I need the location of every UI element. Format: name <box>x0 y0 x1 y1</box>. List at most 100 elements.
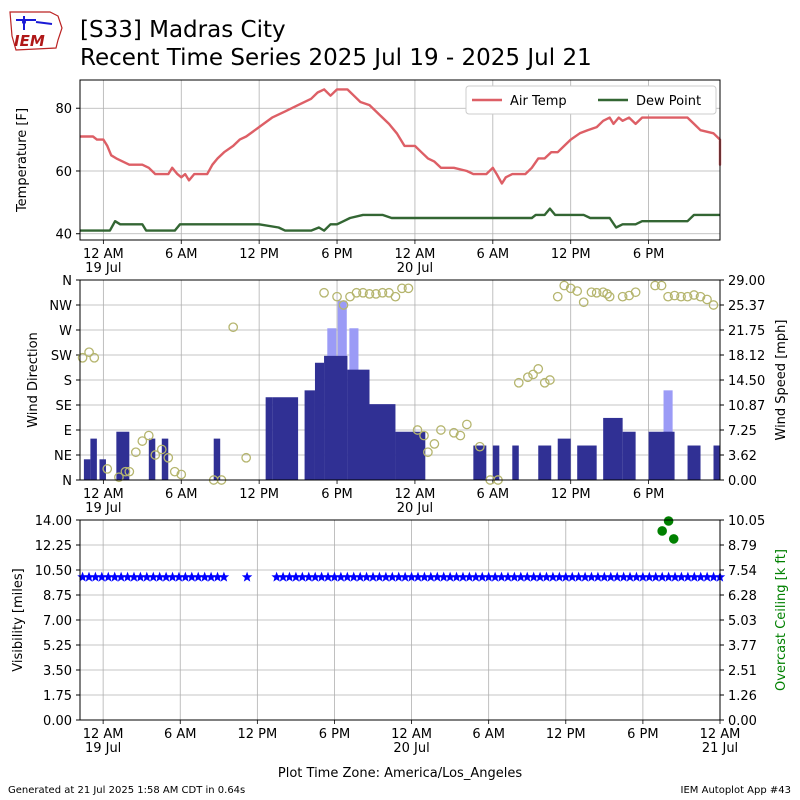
visibility-marker <box>277 571 289 582</box>
wind-direction-marker <box>474 441 485 452</box>
wind-speed-bar <box>538 445 552 480</box>
wind-direction-marker <box>455 430 466 441</box>
visibility-marker <box>656 571 668 582</box>
visibility-marker <box>637 571 649 582</box>
visibility-marker <box>483 571 494 582</box>
visibility-marker <box>316 571 327 582</box>
wind-direction-marker <box>351 287 362 298</box>
wind-speed-bar <box>304 390 315 480</box>
visibility-marker <box>380 571 392 582</box>
wind-direction-marker <box>241 452 252 463</box>
wind-direction-marker <box>449 427 459 438</box>
visibility-marker <box>406 571 417 582</box>
visibility-marker <box>624 571 636 582</box>
wind-dir-tick-label: NE <box>54 449 72 464</box>
wind-direction-marker <box>462 419 472 430</box>
wind-xtick-label: 6 PM <box>321 487 352 502</box>
wind-speed-bar <box>622 431 636 480</box>
ceiling-marker <box>657 526 667 536</box>
wind-speed-tick-label: 7.25 <box>728 424 757 439</box>
wind-direction-marker <box>358 287 368 298</box>
vis-xtick-date: 21 Jul <box>702 741 738 756</box>
visibility-marker <box>432 571 443 582</box>
ceiling-tick-label: 5.03 <box>728 614 757 629</box>
wind-direction-marker <box>124 466 135 477</box>
visibility-marker <box>541 571 552 582</box>
vis-tick-label: 7.00 <box>43 614 72 629</box>
vis-tick-label: 0.00 <box>43 714 72 729</box>
visibility-marker <box>489 571 501 582</box>
wind-direction-marker <box>150 450 161 460</box>
wind-direction-marker <box>143 430 154 441</box>
visibility-marker <box>322 571 334 582</box>
visibility-ylabel: Visibility [miles] <box>11 568 26 671</box>
visibility-marker <box>477 571 488 582</box>
wind-xtick-label: 6 AM <box>477 487 510 502</box>
visibility-marker <box>676 571 687 582</box>
wind-direction-marker <box>114 472 124 483</box>
wind-direction-marker <box>419 430 429 441</box>
ceiling-tick-label: 8.79 <box>728 539 757 554</box>
visibility-marker <box>309 571 321 582</box>
wind-speed-bar <box>161 438 169 480</box>
vis-xtick-label: 12 AM <box>391 727 432 742</box>
wind-xtick-label: 12 AM <box>395 487 436 502</box>
temp-xtick-label: 6 AM <box>165 247 198 262</box>
wind-direction-marker <box>669 290 680 301</box>
visibility-marker <box>290 571 302 582</box>
wind-speed-bar <box>90 438 97 480</box>
visibility-marker <box>122 571 133 582</box>
visibility-marker <box>547 571 559 582</box>
temp-xtick-date: 20 Jul <box>397 261 433 276</box>
visibility-marker <box>329 571 340 582</box>
wind-speed-bar <box>314 362 325 480</box>
vis-tick-label: 1.75 <box>43 689 72 704</box>
wind-speed-tick-label: 3.62 <box>728 449 757 464</box>
wind-direction-marker <box>650 280 660 291</box>
visibility-marker <box>180 571 191 582</box>
wind-xtick-label: 6 AM <box>165 487 198 502</box>
wind-direction-marker <box>552 291 563 302</box>
ceiling-tick-label: 6.28 <box>728 589 757 604</box>
visibility-marker <box>528 571 539 582</box>
dew-point-line <box>80 207 720 232</box>
wind-direction-marker <box>586 287 597 298</box>
legend-dew-point-label: Dew Point <box>636 94 701 109</box>
vis-tick-label: 5.25 <box>43 639 72 654</box>
visibility-marker <box>348 571 359 582</box>
vis-xtick-label: 12 PM <box>546 727 586 742</box>
wind-speed-bar <box>512 445 519 480</box>
visibility-marker <box>567 571 578 582</box>
wind-speed-bar <box>347 369 370 480</box>
visibility-marker <box>271 571 282 582</box>
wind-speed-bar <box>272 397 299 480</box>
visibility-marker <box>631 571 642 582</box>
wind-direction-marker <box>137 436 148 446</box>
wind-xtick-label: 12 AM <box>83 487 124 502</box>
visibility-marker <box>342 571 353 582</box>
visibility-marker <box>444 571 456 582</box>
visibility-marker <box>297 571 308 582</box>
wind-speed-bar <box>603 417 623 480</box>
visibility-marker <box>496 571 507 582</box>
wind-dir-tick-label: SE <box>56 399 72 414</box>
wind-direction-marker <box>89 352 100 363</box>
visibility-marker <box>695 571 706 582</box>
visibility-marker <box>470 571 482 582</box>
temp-ylabel: Temperature [F] <box>15 108 30 213</box>
wind-speed-tick-label: 29.00 <box>728 274 765 289</box>
wind-speed-bar <box>473 445 487 480</box>
wind-direction-marker <box>689 290 699 300</box>
vis-xtick-label: 6 PM <box>319 727 350 742</box>
wind-speed-tick-label: 0.00 <box>728 474 757 489</box>
visibility-marker <box>303 571 314 582</box>
visibility-marker <box>438 571 449 582</box>
wind-direction-marker <box>604 291 615 302</box>
wind-direction-marker <box>403 283 414 294</box>
visibility-marker <box>199 571 210 582</box>
wind-speed-bar <box>213 438 221 480</box>
vis-xtick-label: 6 PM <box>627 727 658 742</box>
temp-xtick-label: 12 PM <box>239 247 279 262</box>
visibility-marker <box>586 571 597 582</box>
wind-direction-marker <box>663 291 673 302</box>
